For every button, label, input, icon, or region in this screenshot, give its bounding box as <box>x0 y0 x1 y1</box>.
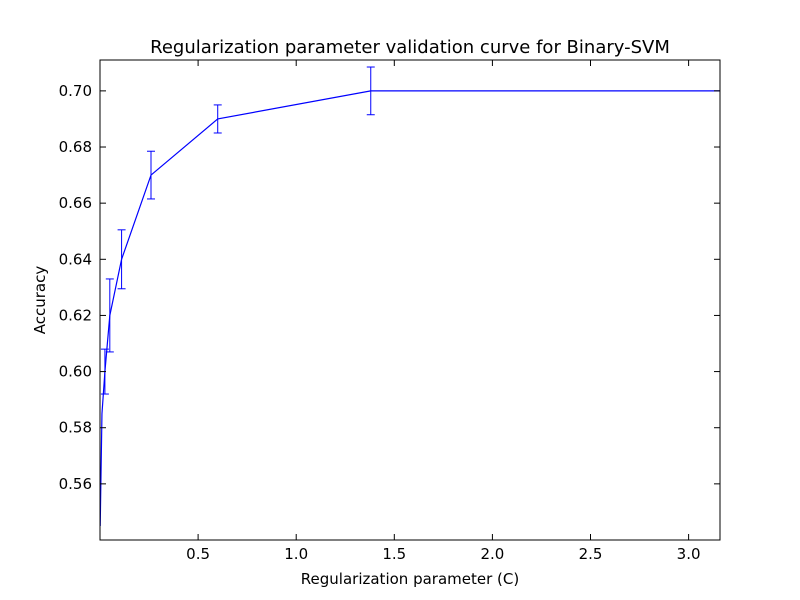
y-tick-label: 0.58 <box>59 419 92 437</box>
x-tick-label: 1.5 <box>382 545 406 563</box>
x-tick-label: 2.0 <box>480 545 504 563</box>
chart-title: Regularization parameter validation curv… <box>150 37 670 58</box>
x-tick-label: 0.5 <box>186 545 210 563</box>
x-tick-label: 2.5 <box>579 545 603 563</box>
y-tick-label: 0.68 <box>59 138 92 156</box>
x-axis-label: Regularization parameter (C) <box>301 570 519 588</box>
y-tick-label: 0.60 <box>59 363 92 381</box>
y-tick-label: 0.64 <box>59 250 92 268</box>
x-tick-label: 3.0 <box>677 545 701 563</box>
y-axis-label: Accuracy <box>31 266 49 335</box>
plot-frame <box>99 59 721 541</box>
y-tick-label: 0.62 <box>59 306 92 324</box>
x-tick-label: 1.0 <box>284 545 308 563</box>
y-tick-label: 0.70 <box>59 82 92 100</box>
y-tick-label: 0.66 <box>59 194 92 212</box>
y-tick-label: 0.56 <box>59 475 92 493</box>
chart-marks <box>99 66 720 526</box>
plot-background <box>100 60 720 540</box>
chart-ticks: 0.5 1.0 1.5 2.0 2.5 3.0 0.56 0.58 0.60 0.62 0.64 0.… <box>59 60 720 563</box>
